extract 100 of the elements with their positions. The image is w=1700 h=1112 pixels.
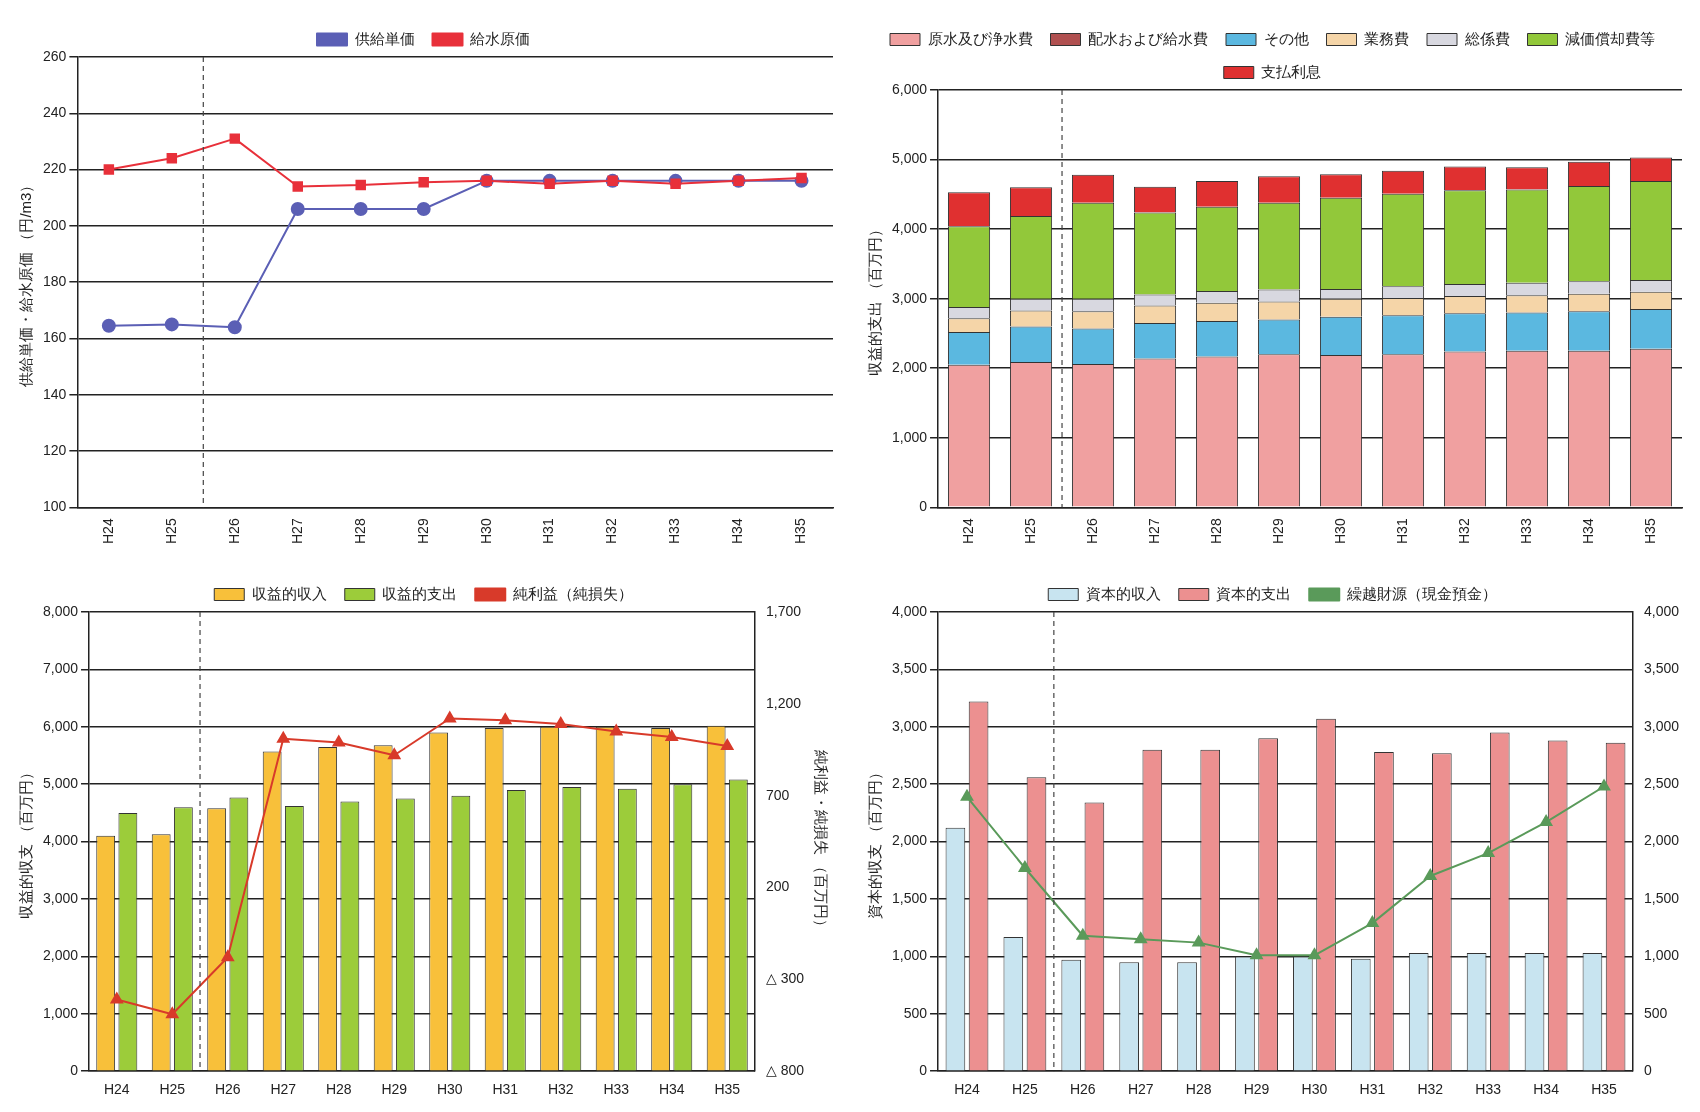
legend-label: 給水原価 bbox=[469, 29, 530, 47]
y-tick-label: 260 bbox=[43, 47, 67, 64]
legend-label: その他 bbox=[1263, 29, 1309, 47]
x-tick-label: H32 bbox=[1455, 518, 1472, 544]
y-axis-title: 資本的収支 （百万円） bbox=[866, 764, 884, 919]
y-tick-label: 4,000 bbox=[42, 832, 79, 849]
x-tick-label: H25 bbox=[1021, 518, 1038, 544]
x-tick-label: H31 bbox=[492, 1081, 519, 1098]
x-tick-label: H26 bbox=[1069, 1081, 1096, 1098]
y2-tick-label: 1,700 bbox=[765, 602, 802, 619]
y2-tick-label: 0 bbox=[1643, 1062, 1652, 1079]
x-tick-label: H25 bbox=[159, 1081, 186, 1098]
x-tick-label: H33 bbox=[603, 1081, 630, 1098]
x-tick-label: H34 bbox=[729, 518, 746, 544]
x-tick-label: H27 bbox=[1145, 518, 1162, 544]
legend-label: 総係費 bbox=[1463, 29, 1510, 47]
x-tick-label: H33 bbox=[1517, 518, 1534, 544]
y-tick-label: 2,000 bbox=[891, 359, 928, 376]
y2-tick-label: 4,000 bbox=[1643, 602, 1680, 619]
y2-tick-label: 200 bbox=[765, 878, 790, 895]
y-tick-label: 180 bbox=[43, 273, 67, 290]
x-tick-label: H25 bbox=[1012, 1081, 1038, 1098]
x-tick-label: H24 bbox=[99, 518, 116, 544]
x-tick-label: H24 bbox=[954, 1081, 981, 1098]
y-tick-label: 140 bbox=[43, 385, 67, 402]
y2-tick-label: 700 bbox=[765, 786, 790, 803]
y2-tick-label: 3,000 bbox=[1643, 717, 1680, 734]
legend-label: 配水および給水費 bbox=[1088, 29, 1208, 47]
y-tick-label: 4,000 bbox=[891, 602, 928, 619]
legend-label: 資本的支出 bbox=[1216, 584, 1292, 602]
y-tick-label: 6,000 bbox=[891, 80, 928, 97]
y-tick-label: 2,000 bbox=[891, 832, 928, 849]
y-tick-label: 3,500 bbox=[891, 660, 928, 677]
y-tick-label: 0 bbox=[919, 1062, 928, 1079]
x-tick-label: H33 bbox=[666, 518, 683, 544]
legend-label: 業務費 bbox=[1364, 29, 1409, 47]
y-tick-label: 1,000 bbox=[42, 1004, 79, 1021]
x-tick-label: H30 bbox=[477, 518, 494, 544]
y-tick-label: 3,000 bbox=[42, 889, 79, 906]
y-tick-label: 5,000 bbox=[42, 775, 79, 792]
legend-label: 原水及び浄水費 bbox=[927, 29, 1033, 47]
y-tick-label: 500 bbox=[903, 1004, 928, 1021]
legend-label: 支払利息 bbox=[1261, 62, 1322, 80]
y2-tick-label: △ 300 bbox=[765, 970, 805, 987]
legend-label: 減価償却費等 bbox=[1565, 29, 1655, 47]
x-tick-label: H25 bbox=[162, 518, 179, 544]
legend-label: 資本的収入 bbox=[1085, 584, 1161, 602]
x-tick-label: H34 bbox=[658, 1081, 685, 1098]
y-tick-label: 6,000 bbox=[42, 717, 79, 734]
y-axis-title: 収益的収支 （百万円） bbox=[17, 764, 35, 919]
x-tick-label: H24 bbox=[959, 518, 976, 544]
y-tick-label: 1,500 bbox=[891, 889, 928, 906]
x-tick-label: H30 bbox=[436, 1081, 463, 1098]
y-tick-label: 160 bbox=[43, 329, 67, 346]
y-tick-label: 0 bbox=[70, 1062, 79, 1079]
y2-tick-label: 1,000 bbox=[1643, 947, 1680, 964]
legend-label: 収益的収入 bbox=[251, 584, 327, 602]
y2-tick-label: 3,500 bbox=[1643, 660, 1680, 677]
x-tick-label: H33 bbox=[1475, 1081, 1502, 1098]
y-tick-label: 2,000 bbox=[42, 947, 79, 964]
x-tick-label: H31 bbox=[540, 518, 557, 544]
x-tick-label: H26 bbox=[214, 1081, 241, 1098]
legend-label: 繰越財源（現金預金） bbox=[1345, 584, 1497, 602]
y-tick-label: 1,000 bbox=[891, 947, 928, 964]
x-tick-label: H26 bbox=[1083, 518, 1100, 544]
x-tick-label: H27 bbox=[270, 1081, 297, 1098]
x-tick-label: H35 bbox=[714, 1081, 741, 1098]
y-tick-label: 0 bbox=[919, 498, 928, 515]
y2-tick-label: △ 800 bbox=[765, 1062, 805, 1079]
x-tick-label: H31 bbox=[1359, 1081, 1386, 1098]
x-tick-label: H32 bbox=[603, 518, 620, 544]
x-tick-label: H32 bbox=[547, 1081, 574, 1098]
x-tick-label: H29 bbox=[381, 1081, 408, 1098]
y-axis-title: 収益的支出 （百万円） bbox=[866, 221, 884, 376]
x-tick-label: H28 bbox=[325, 1081, 352, 1098]
x-tick-label: H31 bbox=[1393, 518, 1410, 544]
y-axis-title: 供給単価・給水原価 （円/m3） bbox=[17, 177, 35, 387]
y2-tick-label: 500 bbox=[1643, 1004, 1668, 1021]
legend-label: 収益的支出 bbox=[382, 584, 458, 602]
x-tick-label: H32 bbox=[1417, 1081, 1444, 1098]
y2-tick-label: 2,000 bbox=[1643, 832, 1680, 849]
x-tick-label: H35 bbox=[1641, 518, 1658, 544]
y-tick-label: 3,000 bbox=[891, 717, 928, 734]
x-tick-label: H28 bbox=[1207, 518, 1224, 544]
x-tick-label: H27 bbox=[1127, 1081, 1154, 1098]
x-tick-label: H29 bbox=[1269, 518, 1286, 544]
x-tick-label: H30 bbox=[1301, 1081, 1328, 1098]
y-tick-label: 220 bbox=[43, 160, 67, 177]
x-tick-label: H29 bbox=[1243, 1081, 1270, 1098]
legend-label: 純利益（純損失） bbox=[512, 584, 633, 602]
y2-tick-label: 1,200 bbox=[765, 694, 802, 711]
legend-label: 供給単価 bbox=[354, 29, 415, 47]
y-tick-label: 120 bbox=[43, 441, 67, 458]
y-tick-label: 2,500 bbox=[891, 775, 928, 792]
x-tick-label: H24 bbox=[103, 1081, 130, 1098]
x-tick-label: H26 bbox=[225, 518, 242, 544]
y-tick-label: 5,000 bbox=[891, 150, 928, 167]
y-tick-label: 4,000 bbox=[891, 219, 928, 236]
y2-axis-title: 純利益・純損失 （百万円） bbox=[812, 749, 830, 934]
x-tick-label: H34 bbox=[1579, 518, 1596, 544]
